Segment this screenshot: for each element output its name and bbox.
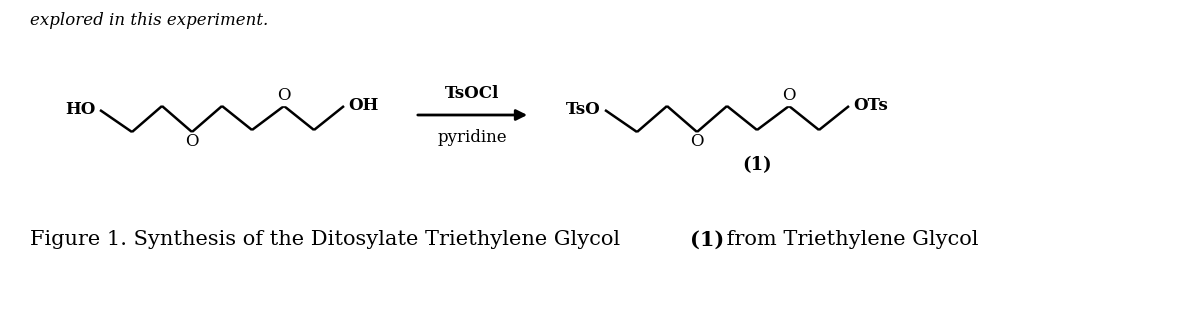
Text: O: O [782, 87, 796, 104]
Text: O: O [277, 87, 290, 104]
Text: from Triethylene Glycol: from Triethylene Glycol [720, 230, 978, 249]
Text: (1): (1) [742, 156, 772, 174]
Text: O: O [690, 133, 703, 151]
Text: HO: HO [66, 101, 96, 119]
Text: (1): (1) [690, 230, 725, 250]
Text: O: O [185, 133, 199, 151]
Text: OTs: OTs [853, 97, 888, 115]
Text: explored in this experiment.: explored in this experiment. [30, 12, 269, 29]
Text: Figure 1. Synthesis of the Ditosylate Triethylene Glycol: Figure 1. Synthesis of the Ditosylate Tr… [30, 230, 626, 249]
Text: TsOCl: TsOCl [445, 84, 499, 101]
Text: OH: OH [348, 97, 378, 115]
Text: TsO: TsO [566, 101, 601, 119]
Text: pyridine: pyridine [438, 128, 508, 145]
